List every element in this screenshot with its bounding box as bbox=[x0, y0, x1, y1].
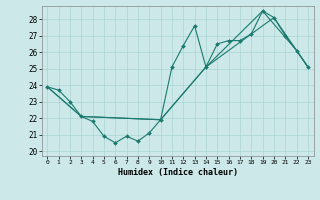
X-axis label: Humidex (Indice chaleur): Humidex (Indice chaleur) bbox=[118, 168, 237, 177]
